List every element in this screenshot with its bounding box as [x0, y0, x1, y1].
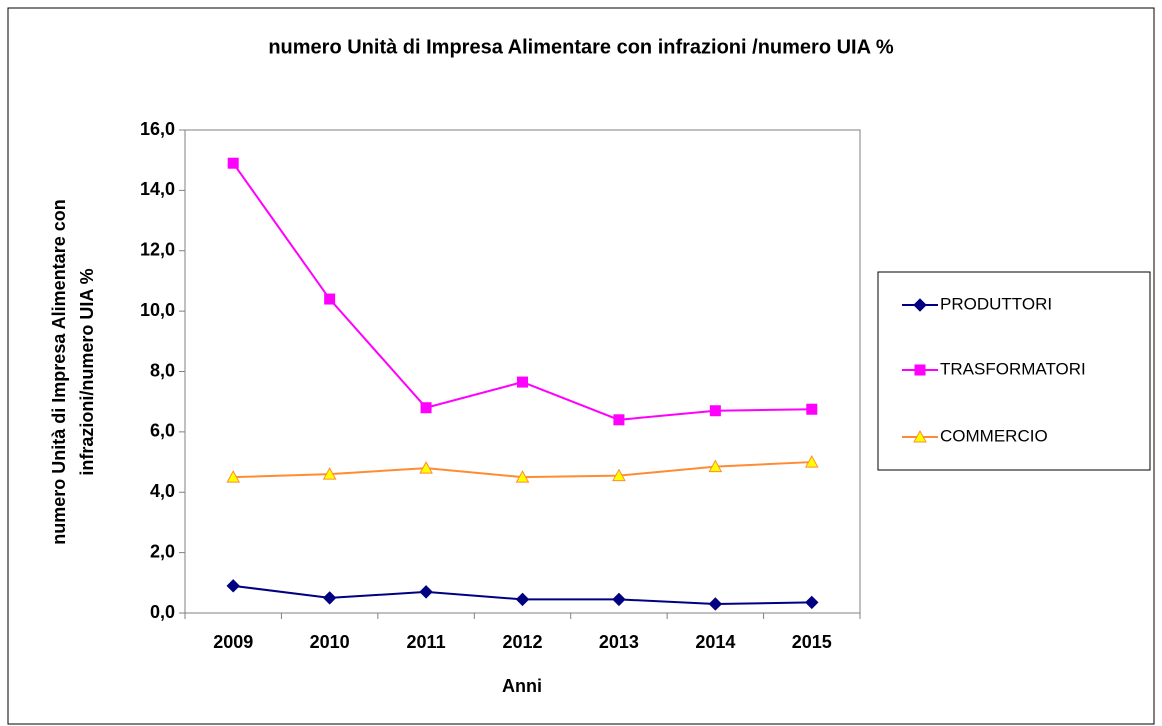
marker	[804, 455, 819, 468]
marker	[322, 591, 337, 605]
marker	[613, 414, 625, 426]
marker	[612, 592, 626, 607]
marker	[227, 157, 239, 169]
x-tick-label: 2015	[792, 632, 832, 652]
x-axis-label: Anni	[502, 676, 542, 696]
y-axis-label: numero Unità di Impresa Alimentare con i…	[49, 199, 97, 544]
marker	[612, 468, 626, 482]
y-tick-label: 4,0	[150, 481, 175, 501]
y-tick-label: 8,0	[150, 360, 175, 380]
y-tick-label: 14,0	[140, 179, 175, 199]
x-tick-label: 2010	[310, 632, 350, 652]
plot-area	[184, 129, 861, 614]
x-tick-label: 2013	[599, 632, 639, 652]
marker	[322, 467, 337, 480]
legend-label: PRODUTTORI	[940, 294, 1052, 313]
marker	[709, 405, 721, 417]
y-tick-label: 6,0	[150, 421, 175, 441]
y-axis-label-line: numero Unità di Impresa Alimentare con	[49, 199, 69, 544]
y-tick-label: 16,0	[140, 119, 175, 139]
marker	[226, 470, 241, 483]
marker	[914, 364, 926, 376]
legend-label: COMMERCIO	[940, 426, 1048, 445]
marker	[419, 585, 433, 599]
marker	[419, 461, 433, 474]
marker	[420, 402, 432, 414]
y-tick-label: 0,0	[150, 602, 175, 622]
y-axis-label-line: infrazioni/numero UIA %	[77, 268, 97, 475]
marker	[913, 429, 927, 443]
x-tick-label: 2011	[407, 632, 446, 652]
x-tick-label: 2014	[695, 632, 735, 652]
chart-title: numero Unità di Impresa Alimentare con i…	[268, 36, 894, 58]
marker	[515, 470, 530, 483]
marker	[913, 298, 927, 312]
marker	[517, 376, 528, 388]
marker	[226, 579, 240, 593]
marker	[805, 595, 819, 610]
y-tick-label: 2,0	[150, 541, 175, 561]
marker	[515, 592, 530, 607]
y-tick-label: 12,0	[140, 240, 175, 260]
x-tick-label: 2012	[502, 632, 542, 652]
marker	[708, 597, 723, 611]
marker	[708, 459, 723, 473]
marker	[806, 403, 818, 415]
legend-label: TRASFORMATORI	[940, 359, 1086, 378]
x-tick-label: 2009	[213, 632, 253, 652]
y-tick-label: 10,0	[140, 300, 175, 320]
marker	[324, 293, 336, 305]
